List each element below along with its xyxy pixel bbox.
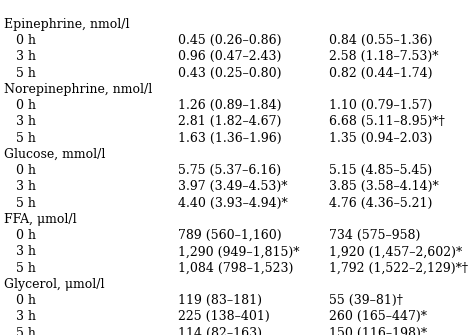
Text: 55 (39–81)†: 55 (39–81)† <box>329 294 403 307</box>
Text: 5 h: 5 h <box>4 132 36 145</box>
Text: 2.58 (1.18–7.53)*: 2.58 (1.18–7.53)* <box>329 50 439 63</box>
Text: 1,920 (1,457–2,602)*: 1,920 (1,457–2,602)* <box>329 245 463 258</box>
Text: 5 h: 5 h <box>4 67 36 80</box>
Text: 1,290 (949–1,815)*: 1,290 (949–1,815)* <box>178 245 299 258</box>
Text: 3.85 (3.58–4.14)*: 3.85 (3.58–4.14)* <box>329 180 439 193</box>
Text: 4.40 (3.93–4.94)*: 4.40 (3.93–4.94)* <box>178 197 288 210</box>
Text: 5 h: 5 h <box>4 327 36 335</box>
Text: 1.63 (1.36–1.96): 1.63 (1.36–1.96) <box>178 132 282 145</box>
Text: Glucose, mmol/l: Glucose, mmol/l <box>4 148 105 161</box>
Text: 225 (138–401): 225 (138–401) <box>178 310 270 323</box>
Text: 5 h: 5 h <box>4 262 36 275</box>
Text: 789 (560–1,160): 789 (560–1,160) <box>178 229 282 242</box>
Text: 0.84 (0.55–1.36): 0.84 (0.55–1.36) <box>329 34 433 47</box>
Text: Norepinephrine, nmol/l: Norepinephrine, nmol/l <box>4 83 152 96</box>
Text: 114 (82–163): 114 (82–163) <box>178 327 262 335</box>
Text: 3 h: 3 h <box>4 50 36 63</box>
Text: 5.15 (4.85–5.45): 5.15 (4.85–5.45) <box>329 164 433 177</box>
Text: 1,084 (798–1,523): 1,084 (798–1,523) <box>178 262 293 275</box>
Text: 1.10 (0.79–1.57): 1.10 (0.79–1.57) <box>329 99 433 112</box>
Text: 0 h: 0 h <box>4 99 36 112</box>
Text: Glycerol, μmol/l: Glycerol, μmol/l <box>4 278 104 291</box>
Text: 0.96 (0.47–2.43): 0.96 (0.47–2.43) <box>178 50 281 63</box>
Text: Epinephrine, nmol/l: Epinephrine, nmol/l <box>4 18 129 31</box>
Text: 2.81 (1.82–4.67): 2.81 (1.82–4.67) <box>178 115 281 128</box>
Text: 5.75 (5.37–6.16): 5.75 (5.37–6.16) <box>178 164 281 177</box>
Text: 150 (116–198)*: 150 (116–198)* <box>329 327 428 335</box>
Text: 734 (575–958): 734 (575–958) <box>329 229 421 242</box>
Text: 260 (165–447)*: 260 (165–447)* <box>329 310 428 323</box>
Text: 3.97 (3.49–4.53)*: 3.97 (3.49–4.53)* <box>178 180 287 193</box>
Text: 0 h: 0 h <box>4 164 36 177</box>
Text: 0 h: 0 h <box>4 294 36 307</box>
Text: 1.26 (0.89–1.84): 1.26 (0.89–1.84) <box>178 99 281 112</box>
Text: 0 h: 0 h <box>4 34 36 47</box>
Text: 0.45 (0.26–0.86): 0.45 (0.26–0.86) <box>178 34 281 47</box>
Text: 1,792 (1,522–2,129)*†: 1,792 (1,522–2,129)*† <box>329 262 468 275</box>
Text: 0 h: 0 h <box>4 229 36 242</box>
Text: FFA, μmol/l: FFA, μmol/l <box>4 213 76 226</box>
Text: 3 h: 3 h <box>4 115 36 128</box>
Text: 0.43 (0.25–0.80): 0.43 (0.25–0.80) <box>178 67 281 80</box>
Text: 1.35 (0.94–2.03): 1.35 (0.94–2.03) <box>329 132 433 145</box>
Text: 5 h: 5 h <box>4 197 36 210</box>
Text: 4.76 (4.36–5.21): 4.76 (4.36–5.21) <box>329 197 433 210</box>
Text: 3 h: 3 h <box>4 245 36 258</box>
Text: 3 h: 3 h <box>4 310 36 323</box>
Text: 3 h: 3 h <box>4 180 36 193</box>
Text: 119 (83–181): 119 (83–181) <box>178 294 262 307</box>
Text: 6.68 (5.11–8.95)*†: 6.68 (5.11–8.95)*† <box>329 115 445 128</box>
Text: 0.82 (0.44–1.74): 0.82 (0.44–1.74) <box>329 67 433 80</box>
